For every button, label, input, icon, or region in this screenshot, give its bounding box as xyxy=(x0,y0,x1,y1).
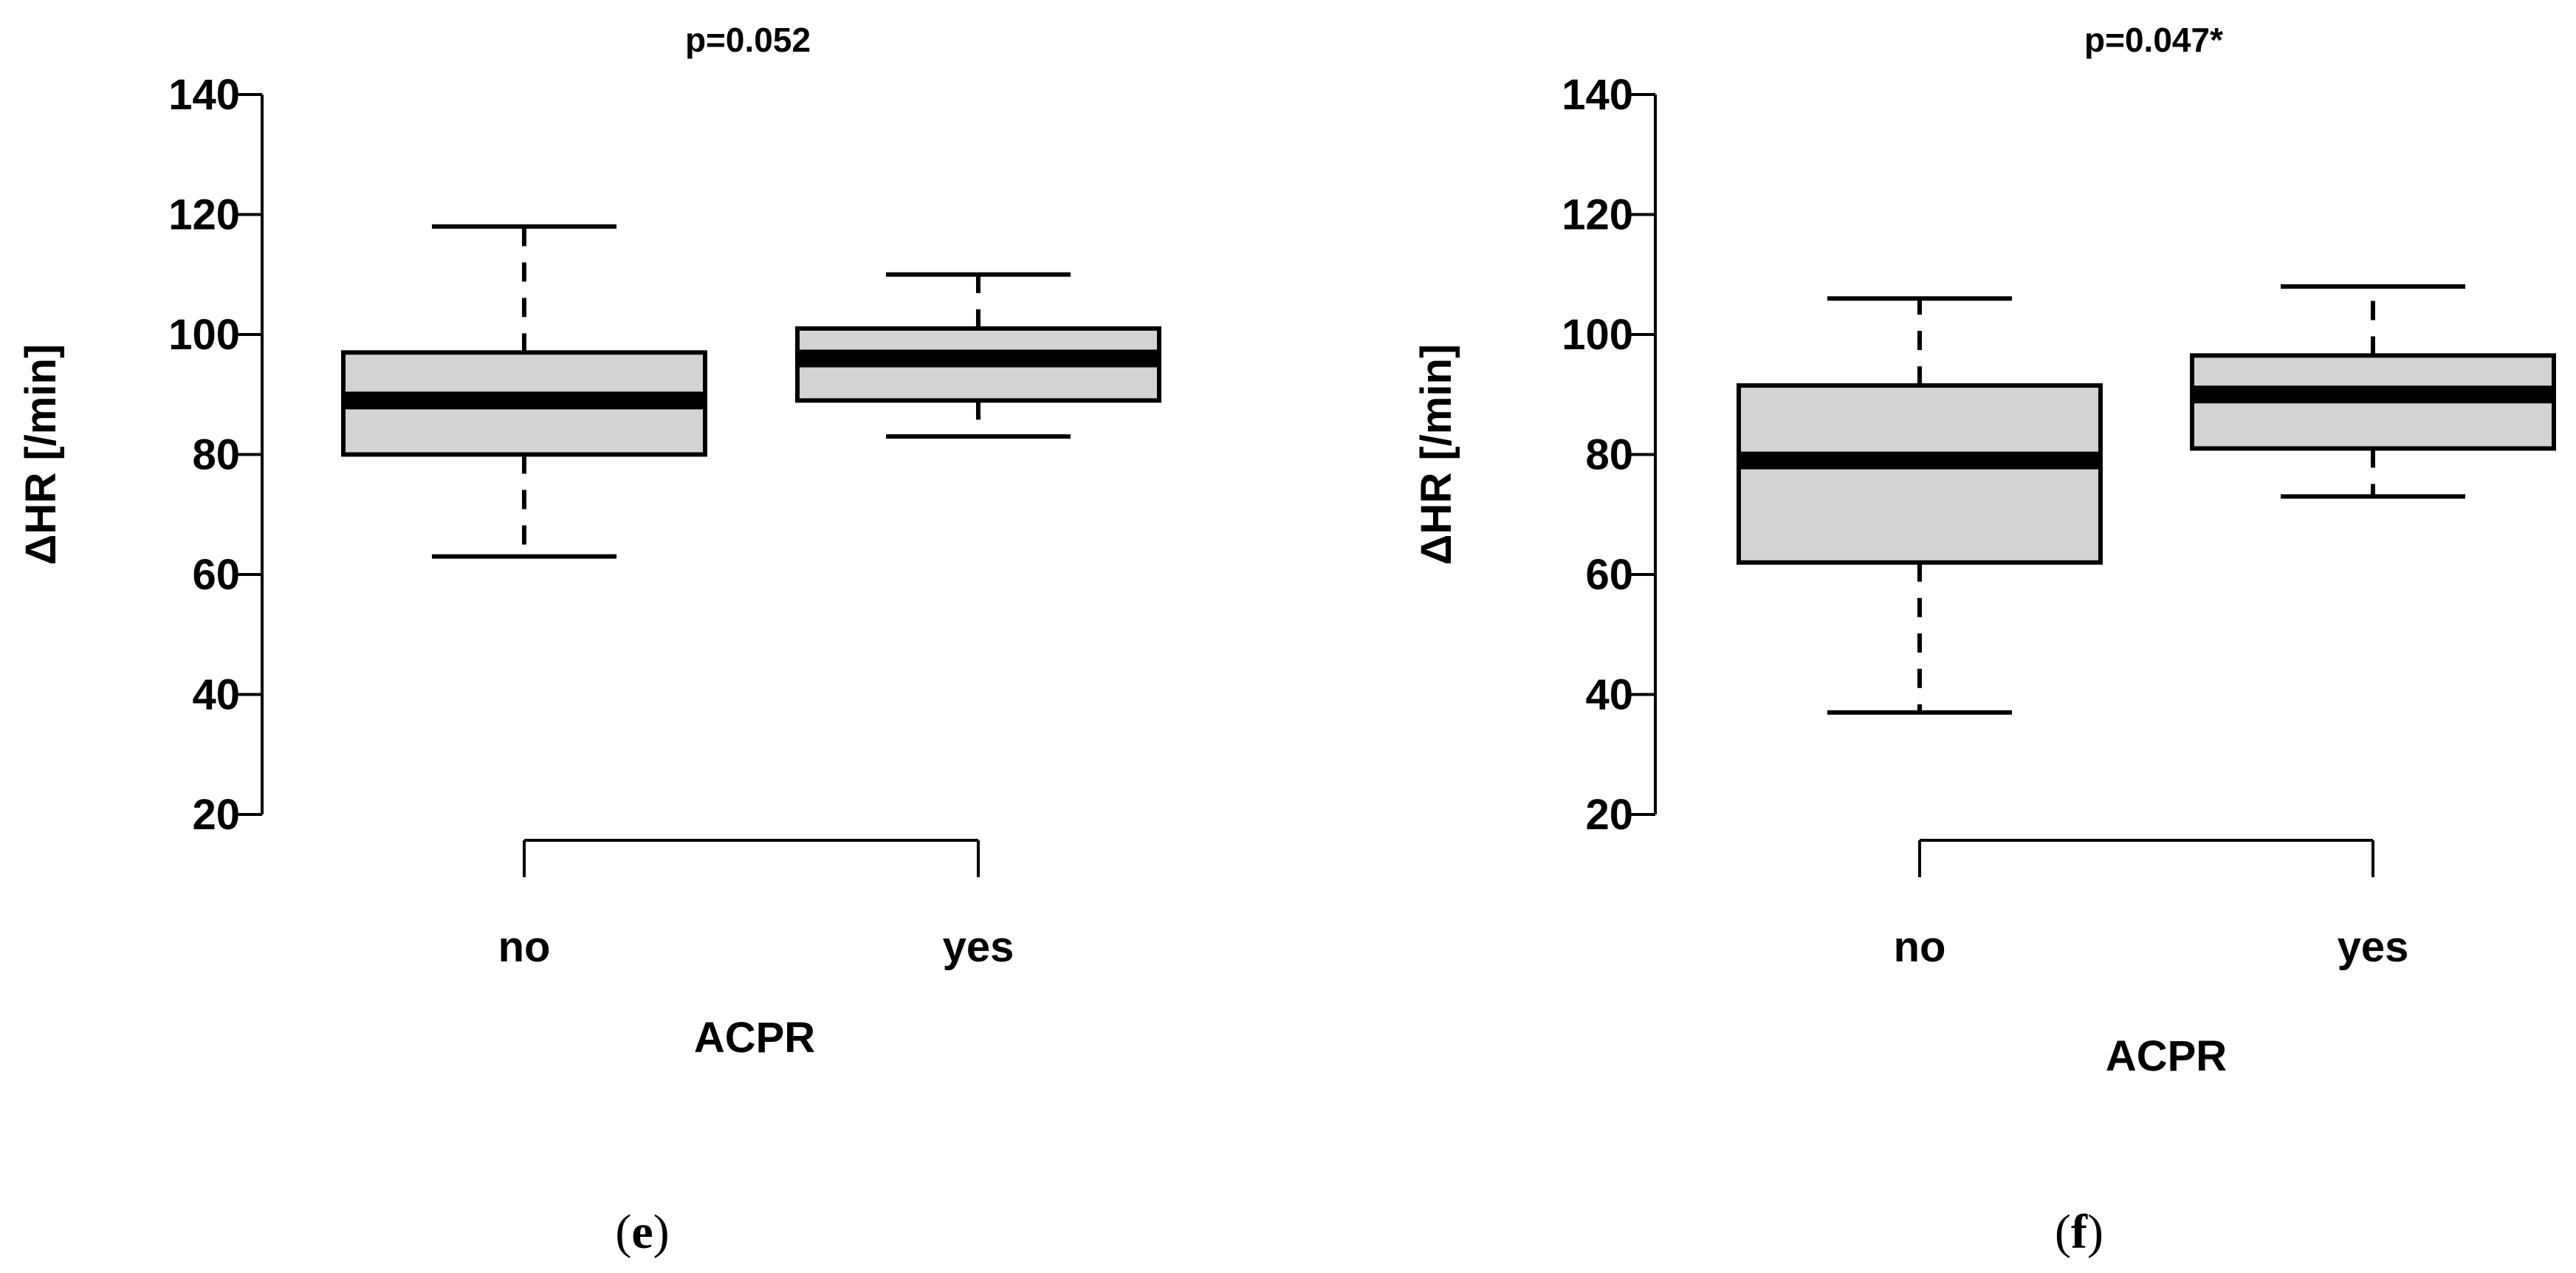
panel-title: p=0.047* xyxy=(2084,21,2223,59)
y-tick-label: 60 xyxy=(1585,551,1633,599)
panel-title: p=0.052 xyxy=(685,21,811,59)
y-tick-label: 40 xyxy=(1585,671,1633,719)
panel-letter: e xyxy=(631,1205,653,1259)
x-tick-label: no xyxy=(1894,923,1946,971)
y-tick-label: 100 xyxy=(1562,311,1633,359)
panel-letter: f xyxy=(2071,1205,2088,1259)
x-axis-title: ACPR xyxy=(2106,1032,2227,1080)
y-tick-label: 140 xyxy=(1562,71,1633,119)
x-tick-label: yes xyxy=(943,923,1014,971)
y-tick-label: 80 xyxy=(192,431,240,479)
y-tick-label: 60 xyxy=(192,551,240,599)
panel-e: p=0.052 20 40 60 80 100 120 140 ΔHR [/min] no yes A… xyxy=(17,21,1161,1259)
box-yes xyxy=(795,272,1161,439)
y-tick-label: 20 xyxy=(192,791,240,839)
y-tick-label: 80 xyxy=(1585,431,1633,479)
y-axis-title: ΔHR [/min] xyxy=(17,344,65,565)
y-tick-label: 120 xyxy=(1562,191,1633,239)
y-axis-title: ΔHR [/min] xyxy=(1412,344,1460,565)
panel-label: (f) xyxy=(2055,1205,2103,1259)
y-tick-label: 120 xyxy=(168,191,240,239)
x-axis-title: ACPR xyxy=(694,1014,815,1062)
y-tick-label: 140 xyxy=(168,71,240,119)
box-no xyxy=(1737,296,2103,715)
x-tick-label: yes xyxy=(2338,923,2409,971)
panel-f: p=0.047* 20 40 60 80 100 120 140 ΔHR [/min] no yes… xyxy=(1412,21,2556,1259)
box-no xyxy=(341,224,707,559)
x-tick-label: no xyxy=(498,923,551,971)
y-tick-label: 20 xyxy=(1585,791,1633,839)
box-iqr xyxy=(1737,383,2103,565)
y-tick-label: 100 xyxy=(168,311,240,359)
panel-label: (e) xyxy=(615,1205,669,1259)
y-tick-label: 40 xyxy=(192,671,240,719)
box-yes xyxy=(2190,284,2556,499)
